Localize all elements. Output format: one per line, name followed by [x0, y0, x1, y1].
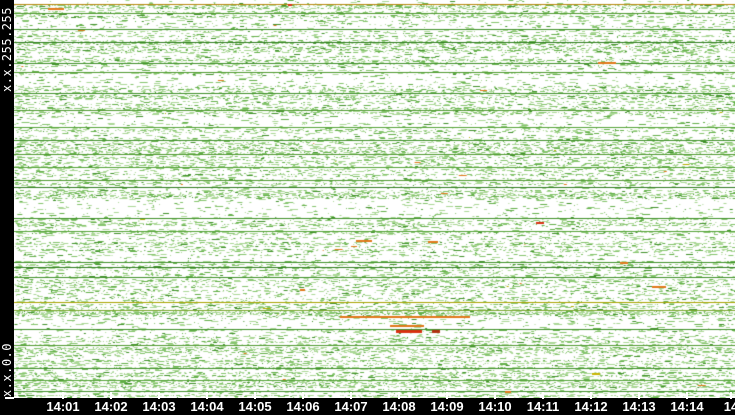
x-axis-tick-label: 14:01 [46, 399, 80, 414]
x-axis-tick-mark [350, 392, 352, 399]
scatter-plot-canvas [14, 0, 735, 398]
x-axis-tick-label: 14:13 [622, 399, 656, 414]
x-axis-tick-label: 14:02 [94, 399, 128, 414]
x-axis-tick-label: 14:11 [526, 399, 560, 414]
x-axis-tick-label: 14:06 [286, 399, 320, 414]
x-axis-tick-label: 14:10 [478, 399, 512, 414]
x-axis-tick-mark [686, 392, 688, 399]
x-axis-tick-label: 14 [723, 399, 735, 414]
x-axis-bar: 14:01 14:02 14:03 14:04 14:05 14:06 14:07 14:08… [0, 398, 735, 415]
x-axis-tick-label: 14:03 [142, 399, 176, 414]
y-axis-min-label: x.x.0.0 [0, 342, 14, 397]
x-axis-tick-mark [110, 392, 112, 399]
x-axis-tick-mark [542, 392, 544, 399]
x-axis-tick-label: 14:09 [430, 399, 464, 414]
x-axis-tick-label: 14:07 [334, 399, 368, 414]
x-axis-tick-label: 14:04 [190, 399, 224, 414]
y-axis-origin-tick [5, 397, 14, 399]
y-axis-max-label: x.x.255.255 [0, 7, 14, 92]
x-axis-tick-mark [254, 392, 256, 399]
x-axis-tick-mark [494, 392, 496, 399]
x-axis-tick-label: 14:08 [382, 399, 416, 414]
x-axis-tick-mark [206, 392, 208, 399]
x-axis-tick-label: 14:12 [574, 399, 608, 414]
x-axis-tick-label: 14:14 [670, 399, 704, 414]
x-axis-tick-mark [62, 392, 64, 399]
x-axis-tick-mark [398, 392, 400, 399]
x-axis-tick-mark [158, 392, 160, 399]
x-axis-tick-mark [302, 392, 304, 399]
x-axis-tick-mark [730, 392, 732, 399]
y-axis-bar: x.x.255.255 x.x.0.0 [0, 0, 14, 415]
x-axis-tick-mark [446, 392, 448, 399]
x-axis-tick-mark [590, 392, 592, 399]
x-axis-tick-label: 14:05 [238, 399, 272, 414]
x-axis-tick-mark [638, 392, 640, 399]
